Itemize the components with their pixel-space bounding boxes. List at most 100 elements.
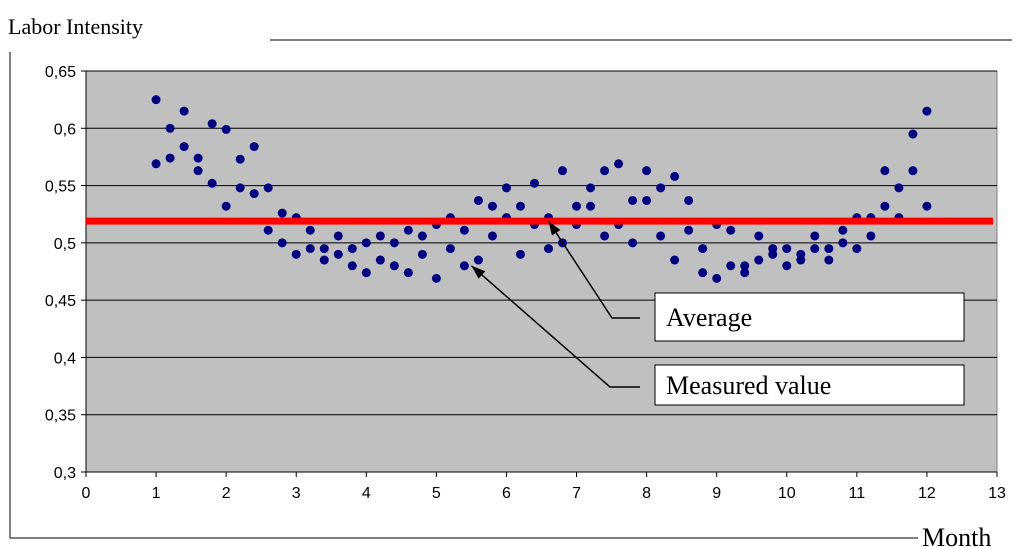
data-point [431, 273, 441, 283]
data-point [810, 244, 820, 254]
data-point [389, 261, 399, 271]
data-point [628, 195, 638, 205]
data-point [529, 178, 539, 188]
data-point [782, 244, 792, 254]
x-tick-label: 4 [362, 485, 371, 502]
data-point [249, 142, 259, 152]
data-point [249, 189, 259, 199]
data-point [572, 201, 582, 211]
y-tick-label: 0,6 [54, 121, 76, 138]
data-point [417, 231, 427, 241]
data-point [866, 231, 876, 241]
data-point [600, 231, 610, 241]
data-point [768, 249, 778, 259]
y-axis-title: Labor Intensity [8, 14, 143, 39]
data-point [754, 255, 764, 265]
data-point [333, 249, 343, 259]
data-point [445, 244, 455, 254]
data-point [193, 153, 203, 163]
data-point [754, 231, 764, 241]
data-point [193, 166, 203, 176]
data-point [473, 195, 483, 205]
average-label-box [654, 292, 965, 342]
y-tick-label: 0,55 [45, 179, 76, 196]
data-point [908, 166, 918, 176]
y-tick-label: 0,35 [45, 408, 76, 425]
data-point [319, 244, 329, 254]
data-point [698, 268, 708, 278]
data-point [459, 261, 469, 271]
data-point [277, 208, 287, 218]
data-point [810, 231, 820, 241]
data-point [922, 106, 932, 116]
x-tick-label: 1 [152, 485, 161, 502]
x-tick-label: 13 [988, 485, 1006, 502]
average-arrowhead [548, 221, 561, 236]
data-point [894, 183, 904, 193]
data-point [487, 201, 497, 211]
x-tick-label: 11 [849, 485, 866, 502]
data-point [670, 255, 680, 265]
measured-value-callout: Measured value [470, 265, 965, 406]
data-points [151, 95, 932, 283]
y-tick-label: 0,65 [45, 64, 76, 81]
x-tick-labels: 0 1 2 3 4 5 6 7 8 9 10 11 12 13 [82, 485, 1006, 502]
data-point [277, 238, 287, 248]
data-point [515, 249, 525, 259]
data-point [375, 231, 385, 241]
data-point [684, 195, 694, 205]
data-point [740, 261, 750, 271]
data-point [151, 159, 161, 169]
data-point [515, 201, 525, 211]
data-point [361, 238, 371, 248]
average-callout: Average [547, 220, 965, 342]
x-tick-label: 5 [432, 485, 441, 502]
data-point [361, 268, 371, 278]
data-point [403, 225, 413, 235]
x-tick-label: 7 [572, 485, 581, 502]
axes [85, 71, 997, 473]
data-point [656, 183, 666, 193]
data-point [838, 238, 848, 248]
measured-value-arrowhead [471, 265, 486, 279]
data-point [221, 201, 231, 211]
data-point [698, 244, 708, 254]
data-point [824, 244, 834, 254]
data-point [235, 183, 245, 193]
data-point [880, 166, 890, 176]
data-point [544, 244, 554, 254]
data-point [712, 273, 722, 283]
x-tick-label: 12 [918, 485, 936, 502]
measured-value-label-box [654, 364, 965, 406]
data-point [501, 183, 511, 193]
data-point [319, 255, 329, 265]
data-point [838, 225, 848, 235]
data-point [908, 129, 918, 139]
data-point [656, 231, 666, 241]
x-tick-label: 2 [222, 485, 231, 502]
data-point [586, 183, 596, 193]
data-point [487, 231, 497, 241]
data-point [642, 195, 652, 205]
measured-value-arrow [470, 265, 640, 388]
data-point [165, 153, 175, 163]
data-point [305, 225, 315, 235]
data-point [782, 261, 792, 271]
data-point [403, 268, 413, 278]
y-tick-label: 0,45 [45, 293, 76, 310]
data-point [207, 119, 217, 129]
data-point [207, 178, 217, 188]
data-point [291, 249, 301, 259]
data-point [740, 268, 750, 278]
data-point [347, 261, 357, 271]
data-point [614, 159, 624, 169]
data-point [221, 124, 231, 134]
data-point [305, 244, 315, 254]
data-point [333, 231, 343, 241]
data-point [852, 244, 862, 254]
data-point [586, 201, 596, 211]
data-point [165, 123, 175, 133]
data-point [179, 142, 189, 152]
y-tick-label: 0,3 [54, 465, 76, 482]
